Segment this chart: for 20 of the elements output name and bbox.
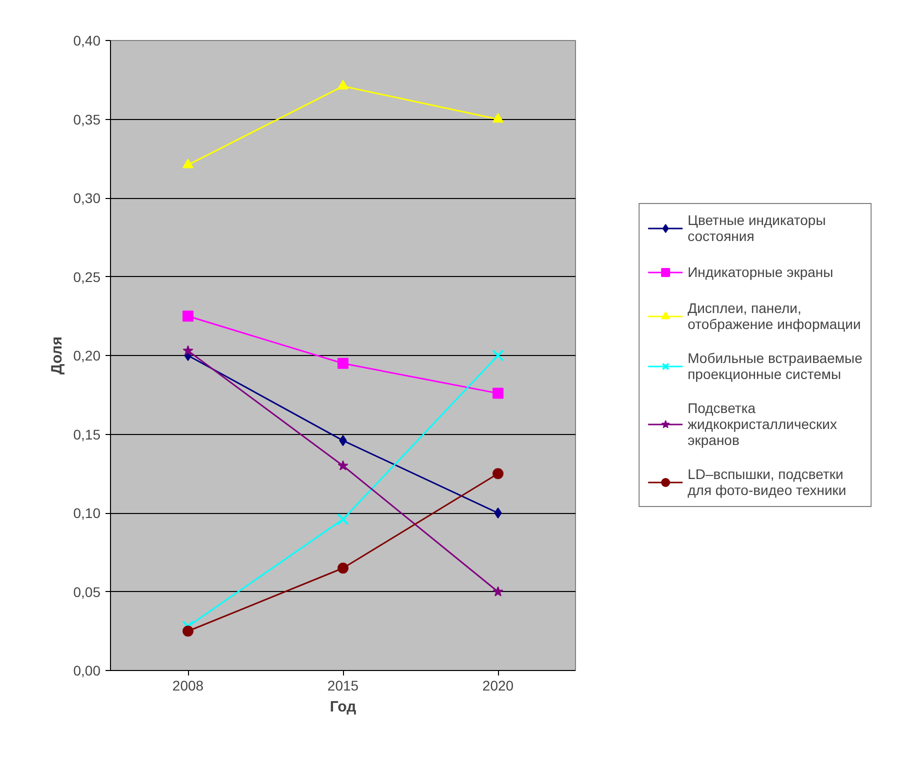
y-tick-label: 0,00 [73, 662, 101, 678]
x-tick-label: 2020 [482, 678, 514, 694]
legend-label: Цветные индикаторы состояния [688, 212, 826, 244]
legend-label: Мобильные встраиваемые проекционные системы [688, 350, 862, 382]
y-tick-label: 0,15 [73, 426, 101, 442]
legend-label: LD–вспышки, подсветки для фото-видео техники [688, 466, 846, 498]
x-tick-label: 2015 [327, 678, 359, 694]
y-tick-label: 0,30 [73, 190, 101, 206]
y-axis-title: Доля [48, 336, 66, 374]
legend-label: Подсветка жидкокристаллических экранов [688, 400, 837, 448]
y-tick-label: 0,35 [73, 111, 101, 128]
y-tick-label: 0,10 [73, 505, 101, 521]
x-axis-title: Год [330, 698, 357, 716]
legend-label: Дисплеи, панели, отображение информации [688, 300, 861, 332]
y-tick-label: 0,20 [73, 348, 101, 364]
x-tick-label: 2008 [172, 678, 204, 694]
y-tick-label: 0,05 [73, 584, 101, 600]
legend-label: Индикаторные экраны [688, 264, 834, 280]
y-tick-label: 0,40 [73, 32, 101, 48]
y-tick-label: 0,25 [73, 268, 101, 285]
